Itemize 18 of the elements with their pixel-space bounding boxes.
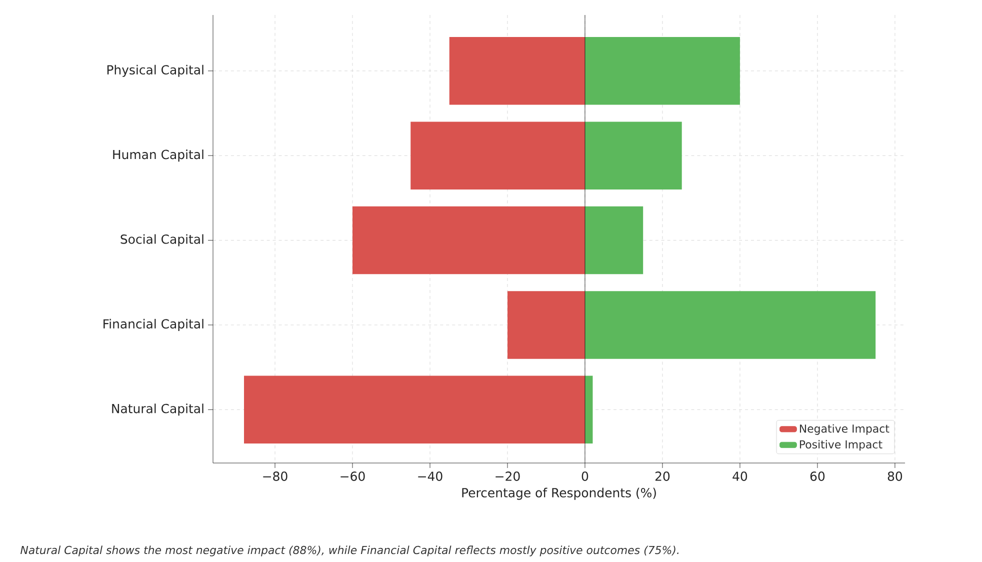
legend-label: Positive Impact: [800, 440, 882, 451]
x-tick-label: 60: [810, 472, 825, 481]
y-tick-label: Human Capital: [113, 150, 204, 162]
x-tick-label: −80: [263, 472, 288, 481]
x-tick-label: −40: [418, 472, 442, 481]
y-tick-label: Social Capital: [120, 234, 204, 246]
x-tick-label: 40: [732, 472, 748, 481]
legend-label: Negative Impact: [800, 424, 890, 435]
x-tick-label: 80: [888, 472, 902, 481]
text: Natural Capital shows the most negative impact (88%), while Financial Capital reflects mostly positive outcomes (75%).: [20, 546, 678, 556]
y-tick-label: Physical Capital: [107, 64, 204, 77]
x-tick-label: −20: [496, 472, 520, 481]
y-tick-label: Financial Capital: [104, 318, 204, 331]
x-tick-label: −60: [340, 472, 365, 481]
x-axis-title: Percentage of Respondents (%): [462, 488, 656, 500]
x-tick-label: 20: [655, 472, 670, 481]
x-tick-label: 0: [582, 472, 588, 481]
y-tick-label: Natural Capital: [112, 404, 204, 416]
